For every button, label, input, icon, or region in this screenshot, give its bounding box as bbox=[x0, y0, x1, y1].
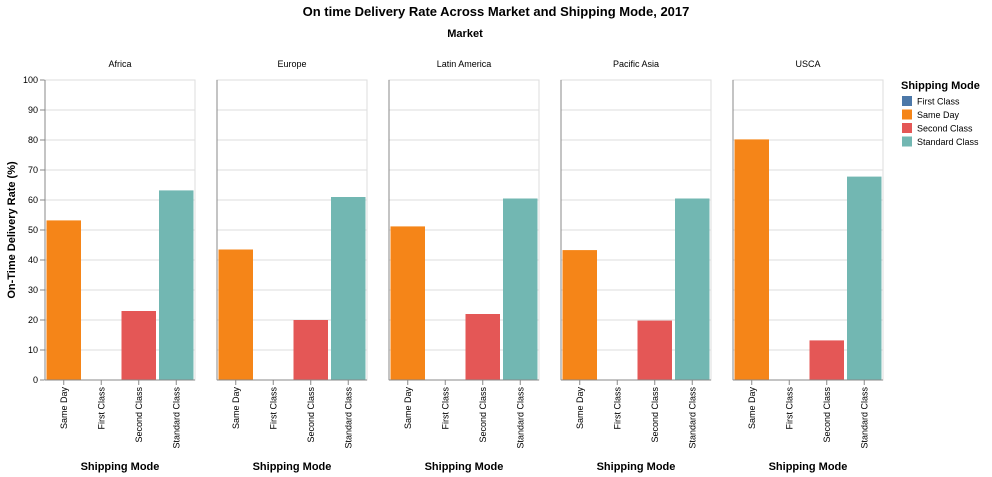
bar bbox=[675, 198, 710, 380]
facet-panel-usca: USCA Same Day First Class Second Class Stand… bbox=[732, 59, 884, 473]
x-axis-title: Shipping Mode bbox=[425, 461, 504, 473]
y-tick-label: 70 bbox=[28, 165, 38, 175]
facet-label: Europe bbox=[277, 59, 306, 69]
legend-item: First Class bbox=[902, 96, 960, 107]
y-tick-label: 80 bbox=[28, 135, 38, 145]
facet-panel-latin-america: Latin America Same Day First Class Second C… bbox=[388, 59, 540, 473]
bar bbox=[809, 340, 844, 380]
y-tick-label: 100 bbox=[23, 75, 38, 85]
bar bbox=[562, 250, 597, 380]
legend: Shipping Mode First Class Same Day Second … bbox=[901, 80, 980, 147]
legend-item: Same Day bbox=[902, 109, 960, 120]
y-tick-label: 30 bbox=[28, 285, 38, 295]
x-tick-label: Same Day bbox=[575, 387, 585, 430]
x-axis-title: Shipping Mode bbox=[597, 461, 676, 473]
legend-item: Standard Class bbox=[902, 136, 979, 147]
bar bbox=[465, 314, 500, 380]
x-tick-label: First Class bbox=[440, 387, 450, 430]
bar bbox=[734, 139, 769, 380]
x-tick-label: First Class bbox=[612, 387, 622, 430]
x-tick-label: Same Day bbox=[59, 387, 69, 430]
x-tick-label: Same Day bbox=[231, 387, 241, 430]
x-tick-label: Second Class bbox=[134, 387, 144, 443]
bar bbox=[218, 249, 253, 380]
y-tick-label: 60 bbox=[28, 195, 38, 205]
y-tick-label: 20 bbox=[28, 315, 38, 325]
facet-header-title: Market bbox=[447, 28, 483, 40]
bar bbox=[637, 320, 672, 380]
chart-title: On time Delivery Rate Across Market and … bbox=[303, 4, 690, 19]
y-axis-title: On-Time Delivery Rate (%) bbox=[6, 161, 18, 299]
y-tick-label: 50 bbox=[28, 225, 38, 235]
x-tick-label: Same Day bbox=[403, 387, 413, 430]
bar bbox=[390, 226, 425, 380]
x-tick-label: Standard Class bbox=[859, 387, 869, 449]
x-tick-label: Same Day bbox=[747, 387, 757, 430]
bar bbox=[159, 190, 194, 380]
legend-label: Second Class bbox=[917, 124, 973, 134]
legend-label: Same Day bbox=[917, 110, 960, 120]
x-tick-label: Second Class bbox=[306, 387, 316, 443]
legend-swatch bbox=[902, 123, 912, 133]
y-tick-label: 10 bbox=[28, 345, 38, 355]
x-tick-label: First Class bbox=[784, 387, 794, 430]
x-axis-title: Shipping Mode bbox=[81, 461, 160, 473]
facet-label: Latin America bbox=[437, 59, 492, 69]
x-axis-title: Shipping Mode bbox=[253, 461, 332, 473]
legend-label: Standard Class bbox=[917, 137, 979, 147]
bar bbox=[46, 220, 81, 380]
x-tick-label: Second Class bbox=[822, 387, 832, 443]
bar bbox=[503, 198, 538, 380]
x-tick-label: Standard Class bbox=[343, 387, 353, 449]
y-tick-label: 40 bbox=[28, 255, 38, 265]
x-tick-label: First Class bbox=[268, 387, 278, 430]
legend-swatch bbox=[902, 109, 912, 120]
y-tick-label: 90 bbox=[28, 105, 38, 115]
facet-panel-africa: Africa Same Day First Class Second Class Sta… bbox=[44, 59, 196, 473]
facet-panel-pacific-asia: Pacific Asia Same Day First Class Second Cl… bbox=[560, 59, 712, 473]
x-axis-title: Shipping Mode bbox=[769, 461, 848, 473]
x-tick-label: Standard Class bbox=[171, 387, 181, 449]
x-tick-label: Standard Class bbox=[515, 387, 525, 449]
legend-item: Second Class bbox=[902, 123, 973, 134]
bar bbox=[293, 320, 328, 380]
x-tick-label: First Class bbox=[96, 387, 106, 430]
facet-label: Africa bbox=[108, 59, 131, 69]
facet-label: Pacific Asia bbox=[613, 59, 659, 69]
x-tick-label: Second Class bbox=[478, 387, 488, 443]
y-tick-label: 0 bbox=[33, 375, 38, 385]
x-tick-label: Standard Class bbox=[687, 387, 697, 449]
legend-swatch bbox=[902, 136, 912, 147]
bar bbox=[121, 311, 156, 380]
facet-panels: 0 10 20 30 40 50 60 70 80 90 100 Africa Same Day Firs… bbox=[23, 59, 884, 473]
facet-label: USCA bbox=[795, 59, 820, 69]
legend-label: First Class bbox=[917, 97, 960, 107]
legend-title: Shipping Mode bbox=[901, 80, 980, 92]
bar bbox=[847, 176, 882, 380]
facet-panel-europe: Europe Same Day First Class Second Class Sta… bbox=[216, 59, 368, 473]
x-tick-label: Second Class bbox=[650, 387, 660, 443]
bar bbox=[331, 197, 366, 380]
legend-swatch bbox=[902, 96, 912, 106]
